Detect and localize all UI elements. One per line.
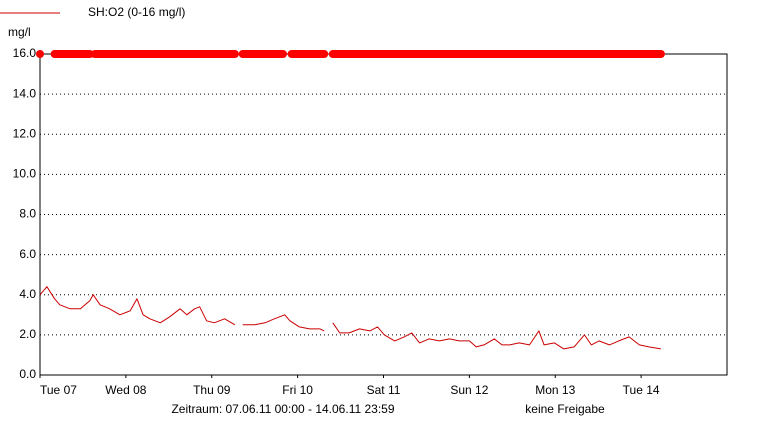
y-tick-label: 0.0 bbox=[19, 367, 36, 381]
footer-period: Zeitraum: 07.06.11 00:00 - 14.06.11 23:5… bbox=[171, 402, 394, 416]
x-tick-label: Sun 12 bbox=[450, 383, 488, 397]
x-tick-label: Sat 11 bbox=[367, 383, 401, 397]
y-tick-label: 10.0 bbox=[13, 167, 37, 181]
x-tick-label: Tue 07 bbox=[40, 383, 77, 397]
plot-frame bbox=[39, 53, 728, 376]
x-tick-label: Fri 10 bbox=[282, 383, 313, 397]
y-tick-label: 2.0 bbox=[19, 327, 36, 341]
y-tick-label: 4.0 bbox=[19, 287, 36, 301]
x-tick-label: Thu 09 bbox=[193, 383, 231, 397]
footer-status: keine Freigabe bbox=[525, 402, 605, 416]
y-tick-label: 14.0 bbox=[13, 86, 37, 100]
x-tick-label: Mon 13 bbox=[535, 383, 575, 397]
x-tick-label: Wed 08 bbox=[105, 383, 146, 397]
y-tick-label: 16.0 bbox=[13, 46, 37, 60]
y-tick-label: 8.0 bbox=[19, 207, 36, 221]
y-unit: mg/l bbox=[8, 25, 31, 39]
x-tick-label: Tue 14 bbox=[623, 383, 660, 397]
data-line bbox=[39, 286, 661, 350]
y-tick-label: 12.0 bbox=[13, 126, 37, 140]
legend-label: SH:O2 (0-16 mg/l) bbox=[88, 5, 185, 19]
y-tick-label: 6.0 bbox=[19, 247, 36, 261]
